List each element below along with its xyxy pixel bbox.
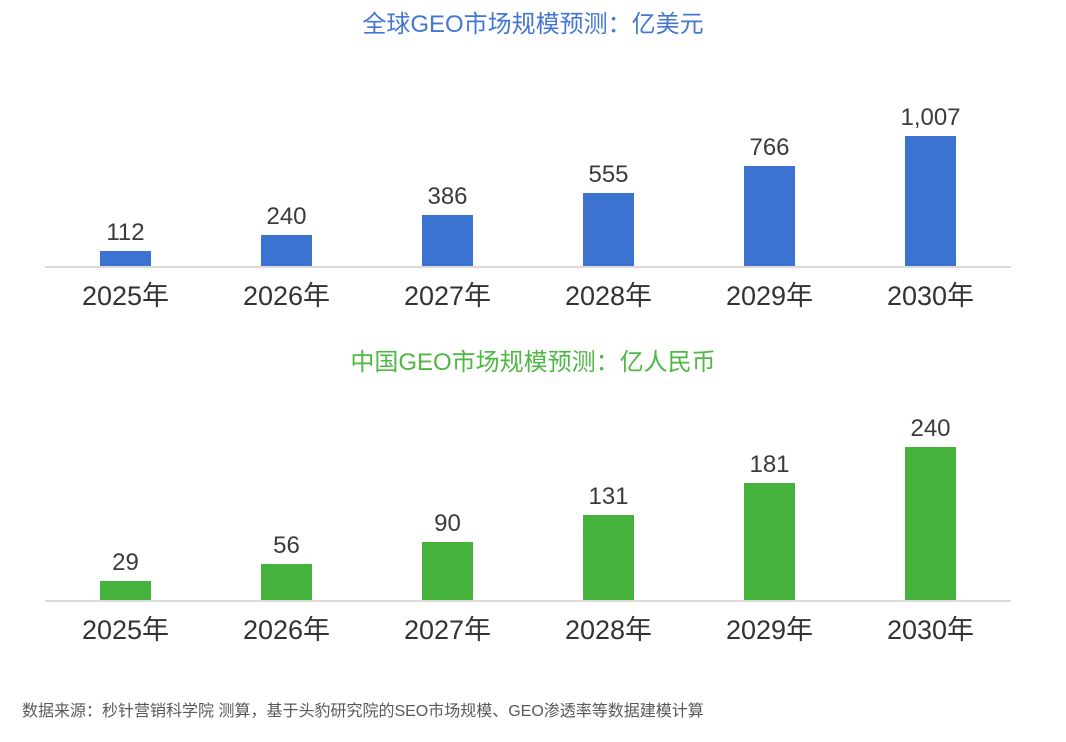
bar-value-label: 181 bbox=[749, 451, 790, 479]
bar-column: 131 bbox=[528, 417, 689, 600]
bar-value-label: 240 bbox=[266, 202, 307, 230]
bar bbox=[261, 234, 312, 266]
global-geo-chart: 全球GEO市场规模预测：亿美元 112 240 386 555 766 1,007 202… bbox=[0, 10, 1066, 312]
bar bbox=[905, 447, 956, 600]
bar-value-label: 1,007 bbox=[900, 104, 961, 131]
bar-value-label: 240 bbox=[910, 415, 951, 442]
bar-column: 1,007 bbox=[850, 106, 1011, 266]
bar-value-label: 90 bbox=[434, 509, 461, 537]
x-axis-label: 2029年 bbox=[725, 281, 814, 311]
china-geo-chart: 中国GEO市场规模预测：亿人民币 29 56 90 131 181 240 2025年 20… bbox=[0, 348, 1066, 646]
bar bbox=[905, 136, 956, 266]
x-axis-label: 2027年 bbox=[403, 281, 492, 311]
bar bbox=[422, 541, 473, 600]
bar-value-label: 131 bbox=[588, 483, 629, 511]
x-axis-label: 2026年 bbox=[242, 615, 331, 645]
bar-column: 555 bbox=[528, 106, 689, 266]
x-axis-label: 2026年 bbox=[242, 281, 331, 311]
x-axis-label: 2028年 bbox=[564, 281, 653, 311]
bar-column: 240 bbox=[206, 106, 367, 266]
x-axis-label: 2028年 bbox=[564, 615, 653, 645]
bar bbox=[100, 251, 151, 266]
bar-column: 56 bbox=[206, 417, 367, 600]
bar-value-label: 386 bbox=[427, 183, 468, 211]
x-axis-label: 2025年 bbox=[81, 281, 170, 311]
x-axis-label: 2030年 bbox=[886, 615, 975, 645]
x-axis-label: 2027年 bbox=[403, 615, 492, 645]
bar bbox=[744, 483, 795, 600]
bar bbox=[583, 193, 634, 266]
bar-column: 181 bbox=[689, 417, 850, 600]
bar bbox=[422, 215, 473, 266]
bar bbox=[261, 563, 312, 600]
bar bbox=[744, 165, 795, 266]
bar-column: 90 bbox=[367, 417, 528, 600]
global-plot-area: 112 240 386 555 766 1,007 bbox=[45, 106, 1011, 268]
bar-value-label: 766 bbox=[749, 133, 790, 161]
china-plot-area: 29 56 90 131 181 240 bbox=[45, 417, 1011, 602]
bar-column: 29 bbox=[45, 417, 206, 600]
china-x-axis-labels: 2025年 2026年 2027年 2028年 2029年 2030年 bbox=[45, 614, 1011, 646]
bar-column: 112 bbox=[45, 106, 206, 266]
x-axis-label: 2030年 bbox=[886, 281, 975, 311]
bar bbox=[583, 515, 634, 600]
china-chart-title: 中国GEO市场规模预测：亿人民币 bbox=[350, 349, 716, 376]
bar-value-label: 56 bbox=[273, 531, 300, 559]
bar-value-label: 555 bbox=[588, 161, 629, 189]
x-axis-label: 2029年 bbox=[725, 615, 814, 645]
source-note: 数据来源：秒针营销科学院 测算，基于头豹研究院的SEO市场规模、GEO渗透率等数… bbox=[22, 703, 704, 720]
bar-value-label: 112 bbox=[106, 219, 145, 247]
global-chart-title: 全球GEO市场规模预测：亿美元 bbox=[362, 11, 704, 38]
bar-column: 240 bbox=[850, 417, 1011, 600]
global-x-axis-labels: 2025年 2026年 2027年 2028年 2029年 2030年 bbox=[45, 280, 1011, 312]
bar-column: 766 bbox=[689, 106, 850, 266]
bar-value-label: 29 bbox=[112, 549, 139, 577]
bar-column: 386 bbox=[367, 106, 528, 266]
x-axis-label: 2025年 bbox=[81, 615, 170, 645]
bar bbox=[100, 581, 151, 600]
